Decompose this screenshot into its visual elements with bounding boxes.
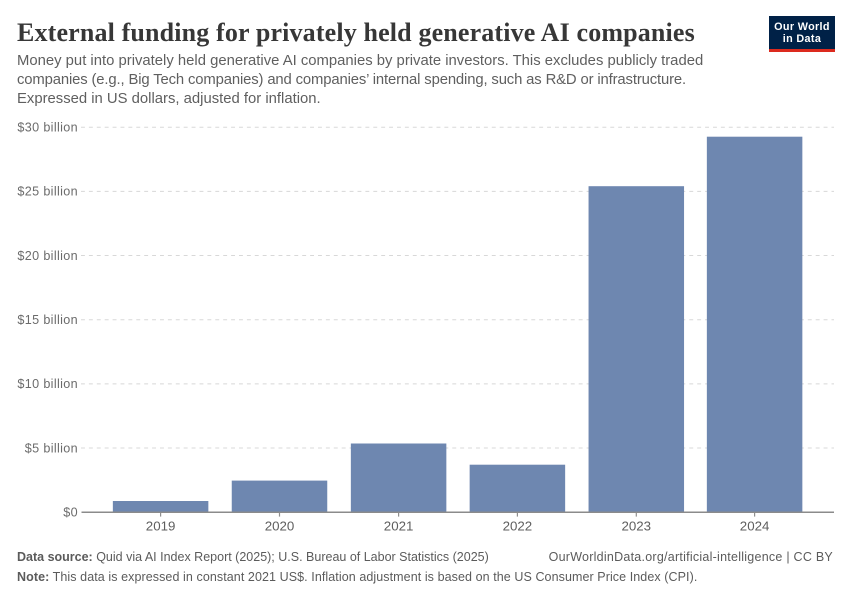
svg-text:2024: 2024 [740,518,770,533]
svg-text:$30 billion: $30 billion [17,121,78,135]
svg-text:$20 billion: $20 billion [17,249,78,263]
svg-text:2023: 2023 [622,518,652,533]
svg-text:$10 billion: $10 billion [17,377,78,391]
svg-text:$15 billion: $15 billion [17,313,78,327]
svg-text:$0: $0 [63,506,78,520]
svg-text:$5 billion: $5 billion [25,441,78,455]
svg-text:$25 billion: $25 billion [17,185,78,199]
svg-text:2021: 2021 [384,518,414,533]
svg-text:2019: 2019 [146,518,176,533]
svg-text:2022: 2022 [503,518,533,533]
svg-text:2020: 2020 [265,518,295,533]
